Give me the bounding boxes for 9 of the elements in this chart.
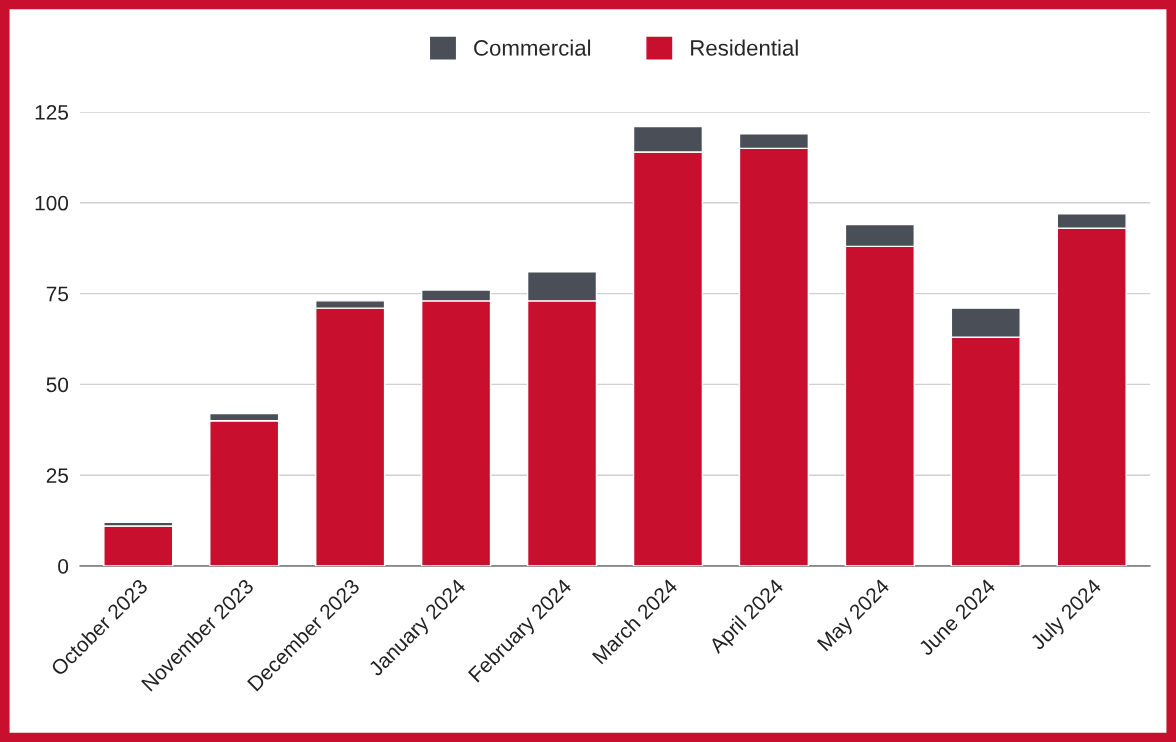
legend-label: Residential — [691, 39, 798, 56]
y-tick-label: 125 — [35, 105, 69, 120]
bar — [103, 525, 174, 566]
y-tick-label: 100 — [35, 195, 69, 211]
y-tick-label: 75 — [46, 286, 69, 302]
y-tick-label: 50 — [46, 377, 69, 393]
y-tick-label: 0 — [58, 559, 69, 574]
y-tick-label: 25 — [46, 468, 69, 483]
legend-label: Commercial — [474, 39, 591, 56]
